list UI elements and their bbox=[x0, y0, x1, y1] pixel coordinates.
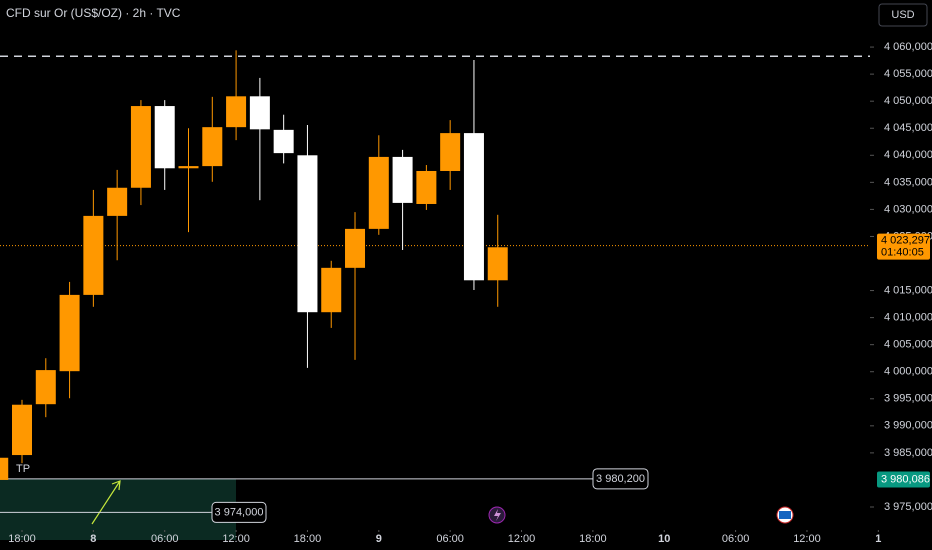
x-tick-label: 12:00 bbox=[222, 533, 250, 545]
x-tick-label: 8 bbox=[90, 533, 96, 545]
candle-body bbox=[392, 156, 413, 203]
tp-label: TP bbox=[16, 463, 30, 475]
x-tick-label: 06:00 bbox=[151, 533, 179, 545]
y-tick-label: 4 005,000 bbox=[884, 339, 932, 351]
x-tick-label: 06:00 bbox=[436, 533, 464, 545]
candle-body bbox=[130, 106, 151, 188]
axis-price-label: 3 980,086 bbox=[881, 473, 930, 485]
candle-body bbox=[83, 215, 104, 295]
candle-body bbox=[463, 133, 484, 281]
x-tick-label: 1 bbox=[875, 533, 881, 545]
candle-body bbox=[107, 187, 128, 216]
candle-body bbox=[487, 247, 508, 281]
x-tick-label: 18:00 bbox=[294, 533, 322, 545]
x-tick-label: 18:00 bbox=[8, 533, 36, 545]
y-tick-label: 4 030,000 bbox=[884, 203, 932, 215]
y-tick-label: 4 035,000 bbox=[884, 176, 932, 188]
tp-arrow bbox=[91, 480, 121, 525]
x-tick-label: 18:00 bbox=[579, 533, 607, 545]
y-tick-label: 4 040,000 bbox=[884, 149, 932, 161]
event-glyph bbox=[494, 509, 501, 521]
y-tick-label: 4 000,000 bbox=[884, 366, 932, 378]
candle-body bbox=[416, 170, 437, 204]
candle-body bbox=[440, 133, 461, 171]
candle-body bbox=[321, 267, 342, 313]
candle-body bbox=[154, 106, 175, 169]
plot-layer: TP 3 980,200 3 974,000 4 060,000 4 055,000 4 … bbox=[0, 30, 932, 550]
candle-body bbox=[226, 96, 247, 128]
candle-body bbox=[345, 228, 366, 268]
y-tick-label: 4 015,000 bbox=[884, 284, 932, 296]
level-box bbox=[211, 501, 267, 523]
candle-body bbox=[249, 96, 270, 130]
level-label: 3 980,200 bbox=[596, 473, 645, 485]
last-price-box bbox=[877, 233, 930, 260]
currency-button[interactable] bbox=[878, 3, 928, 27]
candle-body bbox=[59, 294, 80, 372]
x-tick-label: 12:00 bbox=[508, 533, 536, 545]
event-flag-glyph bbox=[779, 511, 791, 519]
x-tick-label: 06:00 bbox=[722, 533, 750, 545]
x-tick-label: 10 bbox=[658, 533, 670, 545]
candle-body bbox=[35, 370, 56, 405]
chart-title: CFD sur Or (US$/OZ) · 2h · TVC bbox=[6, 6, 181, 20]
last-price-label: 4 023,297 bbox=[881, 235, 930, 247]
candle-body bbox=[202, 127, 223, 167]
y-tick-label: 4 045,000 bbox=[884, 122, 932, 134]
y-tick-label: 4 010,000 bbox=[884, 312, 932, 324]
x-tick-label: 9 bbox=[376, 533, 382, 545]
level-label: 3 974,000 bbox=[215, 506, 264, 518]
candle-body bbox=[178, 166, 199, 169]
candle-body bbox=[273, 129, 294, 154]
x-tick-label: 12:00 bbox=[793, 533, 821, 545]
candle-body bbox=[297, 155, 318, 313]
candle-body bbox=[0, 457, 9, 480]
currency-label[interactable]: USD bbox=[891, 9, 914, 21]
y-tick-label: 4 060,000 bbox=[884, 41, 932, 53]
y-tick-label: 3 985,000 bbox=[884, 447, 932, 459]
y-tick-label: 3 995,000 bbox=[884, 393, 932, 405]
y-tick-label: 4 055,000 bbox=[884, 68, 932, 80]
axis-price-box bbox=[877, 471, 930, 488]
y-tick-label: 3 975,000 bbox=[884, 501, 932, 513]
y-tick-label: 3 990,000 bbox=[884, 420, 932, 432]
price-axis bbox=[870, 30, 932, 550]
tp-zone bbox=[0, 478, 236, 540]
countdown-label: 01:40:05 bbox=[881, 247, 924, 259]
candle-body bbox=[368, 156, 389, 229]
y-tick-label: 4 050,000 bbox=[884, 95, 932, 107]
candle-body bbox=[12, 404, 33, 456]
level-box bbox=[592, 468, 649, 490]
